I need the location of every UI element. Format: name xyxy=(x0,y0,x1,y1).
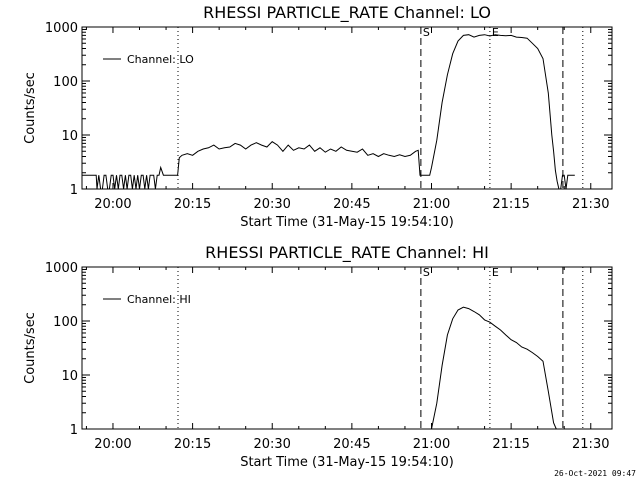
x-tick-label: 21:30 xyxy=(572,197,609,212)
chart-panel-lo: RHESSI PARTICLE_RATE Channel: LO Counts/… xyxy=(23,3,613,230)
timestamp: 26-Oct-2021 09:47 xyxy=(554,469,636,478)
x-tick-label: 20:15 xyxy=(174,437,211,452)
time-marker-label: S xyxy=(423,26,430,39)
y-tick-label: 1 xyxy=(70,423,78,438)
x-tick-label: 21:15 xyxy=(492,437,529,452)
x-tick-label: 20:30 xyxy=(253,437,290,452)
x-tick-label: 20:15 xyxy=(174,197,211,212)
series-line-hi xyxy=(431,306,557,430)
x-tick-label: 21:00 xyxy=(413,197,450,212)
plot-frame xyxy=(81,266,613,430)
chart-title: RHESSI PARTICLE_RATE Channel: LO xyxy=(203,3,491,23)
x-tick-label: 20:45 xyxy=(333,437,370,452)
chart-title: RHESSI PARTICLE_RATE Channel: HI xyxy=(205,243,489,263)
time-marker-label: E xyxy=(492,26,499,39)
y-tick-label: 100 xyxy=(53,315,78,330)
x-tick-label: 21:30 xyxy=(572,437,609,452)
y-tick-label: 1000 xyxy=(45,21,78,36)
tick-layer: 20:00 20:15 20:30 20:45 21:00 21:15 21:30 1 10 10… xyxy=(45,21,612,212)
tick-layer: 20:00 20:15 20:30 20:45 21:00 21:15 21:30 1 10 10… xyxy=(45,261,612,452)
x-tick-label: 20:45 xyxy=(333,197,370,212)
y-tick-label: 1 xyxy=(70,183,78,198)
x-tick-label: 20:00 xyxy=(94,437,131,452)
plot-frame xyxy=(81,26,613,190)
time-marker-label: S xyxy=(423,266,430,279)
x-tick-label: 21:15 xyxy=(492,197,529,212)
x-axis-label: Start Time (31-May-15 19:54:10) xyxy=(240,215,454,230)
y-tick-label: 10 xyxy=(61,369,78,384)
y-tick-label: 100 xyxy=(53,75,78,90)
series-line-lo xyxy=(82,34,575,190)
y-tick-label: 1000 xyxy=(45,261,78,276)
x-tick-label: 21:00 xyxy=(413,437,450,452)
x-tick-label: 20:00 xyxy=(94,197,131,212)
y-tick-label: 10 xyxy=(61,129,78,144)
legend-label: Channel: HI xyxy=(127,293,191,306)
y-axis-label: Counts/sec xyxy=(23,312,38,384)
legend-label: Channel: LO xyxy=(127,53,194,66)
chart-panel-hi: RHESSI PARTICLE_RATE Channel: HI Counts/… xyxy=(23,243,613,470)
y-axis-label: Counts/sec xyxy=(23,72,38,144)
x-axis-label: Start Time (31-May-15 19:54:10) xyxy=(240,455,454,470)
x-tick-label: 20:30 xyxy=(253,197,290,212)
time-marker-label: E xyxy=(492,266,499,279)
